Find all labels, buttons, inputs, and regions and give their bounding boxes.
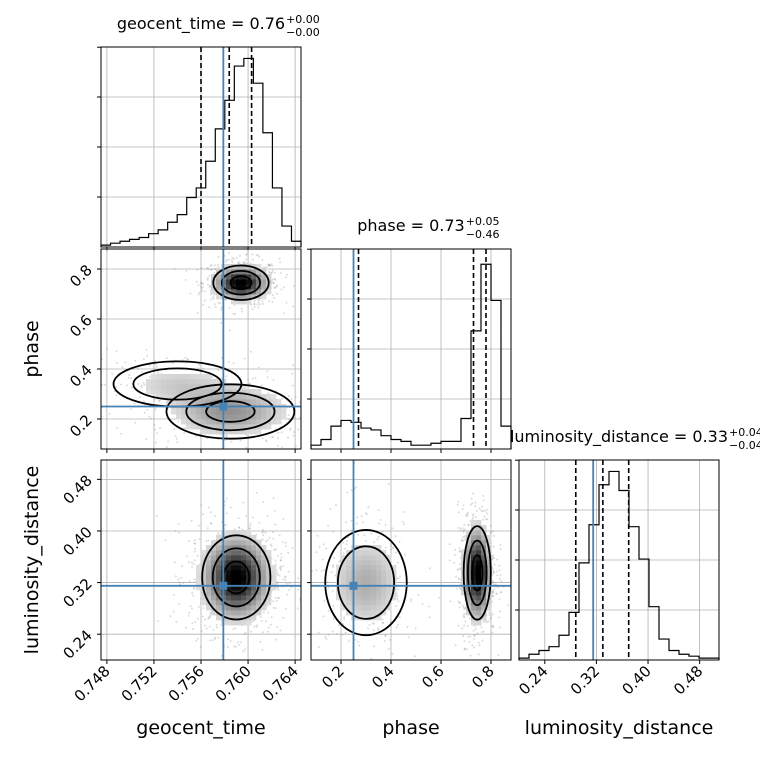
title-minus: −0.00 [286,26,320,39]
contour-line [466,539,488,607]
x-tick-label: 0.4 [368,662,398,692]
contour-line [229,275,253,291]
contour-line [471,554,484,592]
x-tick-label: 0.32 [567,662,603,698]
x-tick-label: 0.748 [71,662,114,705]
joint-plot-area [101,249,301,449]
histogram-geocent_time: geocent_time = 0.76 +0.00−0.00 [97,13,320,251]
x-tick-label: 0.2 [318,662,348,692]
histogram-phase: phase = 0.73 +0.05−0.46 [307,215,512,453]
histogram-luminosity_distance: 0.24 0.32 0.40 0.48 luminosity_distance = 0.… [510,426,760,698]
title-plus: +0.05 [466,215,500,228]
contour-line [336,545,396,620]
x-tick-label: 0.40 [619,662,655,698]
y-tick-label: 0.8 [66,261,96,291]
y-tick-label: 0.6 [66,311,96,341]
truth-marker [349,581,358,590]
joint-phase-vs-luminosity_distance: 0.2 0.4 0.6 0.8 [307,459,512,692]
contour-line [165,383,296,440]
joint-plot-area [101,460,301,660]
scatter-points [101,252,301,449]
title-plus: +0.00 [286,13,320,26]
y-axis-label: luminosity_distance [21,466,43,655]
y-tick-label: 0.32 [59,575,95,611]
x-axis-label: phase [382,717,439,739]
contour-line [462,525,492,621]
axes-frame [310,459,512,661]
joint-plot-area [311,460,511,660]
joint-geocent_time-vs-luminosity_distance: 0.748 0.752 0.756 0.760 0.764 0.24 0.32 0.40 0.4… [59,459,302,705]
x-tick-label: 0.8 [468,662,498,692]
title-minus: −0.04 [729,439,760,452]
density-shading [196,530,277,626]
y-tick-label: 0.40 [59,523,95,559]
truth-marker [219,402,228,411]
joint-geocent_time-vs-phase: 0.2 0.4 0.6 0.8 [66,248,302,453]
contour-line [324,529,408,637]
x-tick-label: 0.756 [165,662,208,705]
panel-title: geocent_time = 0.76 [117,14,285,34]
contour-line [205,400,256,423]
x-tick-label: 0.752 [118,662,161,705]
x-tick-label: 0.764 [259,662,302,705]
title-minus: −0.46 [466,228,500,241]
axis-labels: geocent_time phase luminosity_distancephas… [21,320,713,739]
truth-marker [219,581,228,590]
y-axis-label: phase [21,320,43,377]
x-tick-label: 0.760 [212,662,255,705]
panel-title: phase = 0.73 [357,216,464,235]
y-tick-label: 0.2 [66,411,96,441]
y-tick-label: 0.24 [59,626,95,662]
contour-line [220,269,262,296]
histogram-steps [310,263,512,449]
x-tick-label: 0.24 [515,662,551,698]
x-tick-label: 0.48 [670,662,706,698]
panel-title: luminosity_distance = 0.33 [510,427,728,447]
contour-line [185,391,276,432]
x-tick-label: 0.6 [418,662,448,692]
contour-line [212,264,270,301]
contour-line [211,547,261,608]
y-tick-label: 0.4 [66,361,96,391]
x-axis-label: geocent_time [136,717,265,739]
title-plus: +0.04 [729,426,760,439]
histogram-steps [518,470,720,660]
contour-line [132,367,223,401]
title-main: geocent_time = 0.76 [117,14,285,34]
title-main: phase = 0.73 [357,216,464,235]
y-tick-label: 0.48 [59,471,95,507]
x-axis-label: luminosity_distance [525,717,714,739]
title-main: luminosity_distance = 0.33 [510,427,728,447]
contour-line [201,534,272,621]
